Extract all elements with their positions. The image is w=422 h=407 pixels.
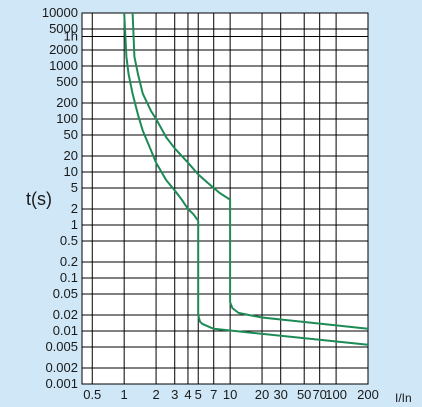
x-tick-label: 2 xyxy=(152,387,159,402)
x-tick-label: 10 xyxy=(223,387,237,402)
y-tick-label: 50 xyxy=(64,127,78,142)
y-tick-label: 2 xyxy=(71,201,78,216)
x-tick-label: 30 xyxy=(273,387,287,402)
x-tick-label: 1 xyxy=(121,387,128,402)
y-tick-label: 100 xyxy=(56,111,78,126)
x-axis-label: I/In xyxy=(395,391,412,405)
y-tick-label: 500 xyxy=(56,74,78,89)
y-tick-label: 1000 xyxy=(49,58,78,73)
y-tick-label: 2000 xyxy=(49,42,78,57)
x-tick-label: 100 xyxy=(325,387,347,402)
y-tick-label: 10 xyxy=(64,164,78,179)
x-tick-label: 7 xyxy=(210,387,217,402)
y-tick-label: 0.001 xyxy=(45,376,78,391)
y-tick-label: 0.1 xyxy=(60,270,78,285)
x-tick-label: 4 xyxy=(184,387,191,402)
x-tick-label: 200 xyxy=(357,387,379,402)
x-tick-label: 0.5 xyxy=(83,387,101,402)
x-tick-label: 5 xyxy=(195,387,202,402)
y-tick-label: 5 xyxy=(71,180,78,195)
x-tick-label: 70 xyxy=(312,387,326,402)
y-axis-label: t(s) xyxy=(26,189,52,209)
x-tick-label: 3 xyxy=(171,387,178,402)
trip-curve xyxy=(123,12,369,346)
curves xyxy=(123,12,369,346)
y-tick-label: 200 xyxy=(56,95,78,110)
trip-curve xyxy=(131,12,369,330)
plot-area xyxy=(81,12,369,385)
y-tick-label: 1h xyxy=(64,29,78,44)
y-tick-label: 10000 xyxy=(42,5,78,20)
y-tick-label: 20 xyxy=(64,148,78,163)
y-tick-label: 1 xyxy=(71,217,78,232)
x-tick-label: 20 xyxy=(255,387,269,402)
y-tick-label: 0.01 xyxy=(53,323,78,338)
y-tick-label: 0.005 xyxy=(45,339,78,354)
grid xyxy=(82,12,369,385)
y-tick-label: 0.2 xyxy=(60,254,78,269)
x-tick-label: 50 xyxy=(297,387,311,402)
y-tick-label: 0.05 xyxy=(53,286,78,301)
y-tick-label: 0.5 xyxy=(60,233,78,248)
y-tick-label: 0.002 xyxy=(45,360,78,375)
y-tick-label: 5000 xyxy=(49,21,78,36)
y-tick-label: 0.02 xyxy=(53,307,78,322)
